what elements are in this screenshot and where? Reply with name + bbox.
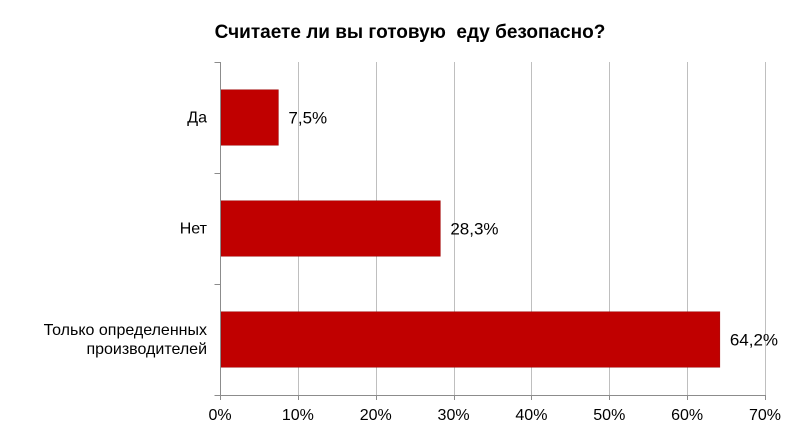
data-label: 7,5%	[288, 109, 327, 128]
category-label: Нет	[180, 221, 208, 238]
bar	[220, 89, 279, 146]
x-tick-label: 10%	[282, 407, 314, 424]
data-label: 64,2%	[730, 331, 778, 350]
x-tick-label: 70%	[749, 407, 781, 424]
labels: 0% 10% 20% 30% 40% 50% 60% 70% Да 7,5% Нет 28,3% Тол…	[44, 109, 781, 425]
bars	[220, 89, 721, 368]
category-label: Только определенных производителей	[44, 322, 207, 358]
x-tick-label: 30%	[438, 407, 470, 424]
grid-lines	[298, 62, 766, 395]
x-tick-label: 60%	[671, 407, 703, 424]
bar	[220, 311, 721, 368]
category-label: Да	[187, 110, 207, 127]
data-label: 28,3%	[450, 220, 498, 239]
x-tick-label: 40%	[515, 407, 547, 424]
axes	[214, 62, 766, 400]
x-tick-label: 20%	[360, 407, 392, 424]
bar	[220, 200, 441, 257]
x-tick-label: 50%	[593, 407, 625, 424]
chart-title: Считаете ли вы готовую еду безопасно?	[215, 22, 606, 43]
x-tick-label: 0%	[208, 407, 231, 424]
